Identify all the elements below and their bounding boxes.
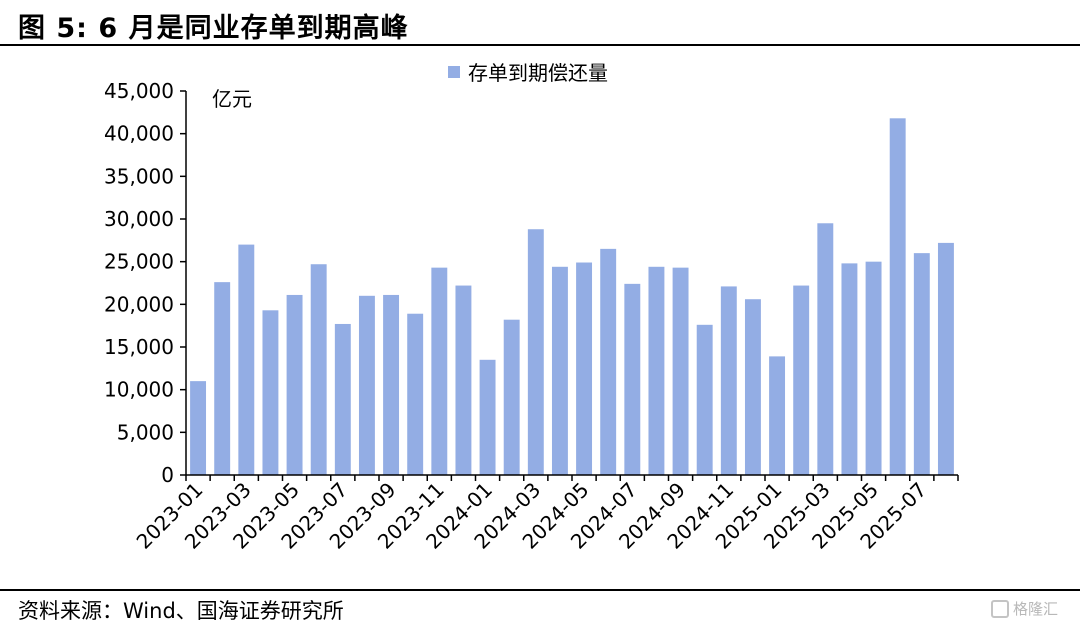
bar-2023-10 bbox=[407, 313, 424, 475]
y-tick-label: 5,000 bbox=[117, 420, 174, 444]
bar-2024-10 bbox=[696, 324, 713, 475]
y-tick-label: 15,000 bbox=[104, 335, 174, 359]
watermark: 格隆汇 bbox=[990, 598, 1058, 619]
source-note: 资料来源：Wind、国海证券研究所 bbox=[18, 599, 344, 623]
x-axis-ticks: 2023-012023-032023-052023-072023-092023-… bbox=[132, 475, 959, 554]
bar-2023-06 bbox=[310, 264, 327, 475]
bar-2023-04 bbox=[262, 310, 279, 475]
bar-2025-08 bbox=[937, 242, 954, 475]
bar-2025-02 bbox=[793, 285, 810, 475]
bars bbox=[190, 118, 954, 475]
y-tick-label: 30,000 bbox=[104, 207, 174, 231]
bar-2023-07 bbox=[334, 323, 351, 475]
watermark-logo-icon bbox=[990, 599, 1009, 618]
bar-2024-03 bbox=[527, 229, 544, 475]
bar-2024-01 bbox=[479, 359, 496, 475]
legend-label: 存单到期偿还量 bbox=[468, 61, 608, 85]
bar-2023-11 bbox=[431, 267, 448, 475]
bar-2023-08 bbox=[358, 295, 375, 475]
y-tick-label: 45,000 bbox=[104, 79, 174, 103]
bar-2023-12 bbox=[455, 285, 472, 475]
bar-2024-07 bbox=[624, 283, 641, 475]
bar-2024-12 bbox=[744, 299, 761, 475]
bar-2025-06 bbox=[889, 118, 906, 475]
bar-2024-08 bbox=[648, 266, 665, 475]
watermark-text: 格隆汇 bbox=[1012, 600, 1058, 618]
y-tick-label: 25,000 bbox=[104, 250, 174, 274]
bar-2023-02 bbox=[214, 282, 231, 475]
y-tick-label: 35,000 bbox=[104, 164, 174, 188]
figure-title: 图 5: 6 月是同业存单到期高峰 bbox=[18, 13, 409, 44]
bar-2025-03 bbox=[817, 223, 834, 475]
y-tick-label: 40,000 bbox=[104, 122, 174, 146]
bar-2024-11 bbox=[720, 286, 737, 475]
top-rule bbox=[0, 44, 1080, 46]
y-axis-unit-label: 亿元 bbox=[212, 87, 252, 111]
bar-2024-02 bbox=[503, 319, 520, 475]
bar-2023-05 bbox=[286, 294, 303, 475]
bar-2025-07 bbox=[913, 253, 930, 475]
bar-2025-05 bbox=[865, 261, 882, 475]
bar-2024-05 bbox=[576, 262, 593, 475]
bar-2024-06 bbox=[600, 248, 617, 475]
bar-2024-09 bbox=[672, 267, 689, 475]
bar-2023-03 bbox=[238, 244, 255, 475]
bar-2025-01 bbox=[769, 356, 786, 475]
y-tick-label: 0 bbox=[161, 463, 174, 487]
bar-2023-09 bbox=[383, 294, 400, 475]
bar-2023-01 bbox=[190, 381, 207, 475]
bar-2024-04 bbox=[551, 266, 568, 475]
bar-chart: 0 5,000 10,000 15,000 20,000 25,000 30,000 35,0… bbox=[104, 61, 959, 554]
legend-swatch bbox=[448, 66, 460, 78]
bar-2025-04 bbox=[841, 263, 858, 475]
y-tick-label: 20,000 bbox=[104, 292, 174, 316]
y-tick-label: 10,000 bbox=[104, 378, 174, 402]
legend: 存单到期偿还量 bbox=[448, 61, 608, 85]
bottom-rule bbox=[0, 589, 1080, 591]
y-axis-ticks: 0 5,000 10,000 15,000 20,000 25,000 30,000 35,0… bbox=[104, 79, 186, 487]
